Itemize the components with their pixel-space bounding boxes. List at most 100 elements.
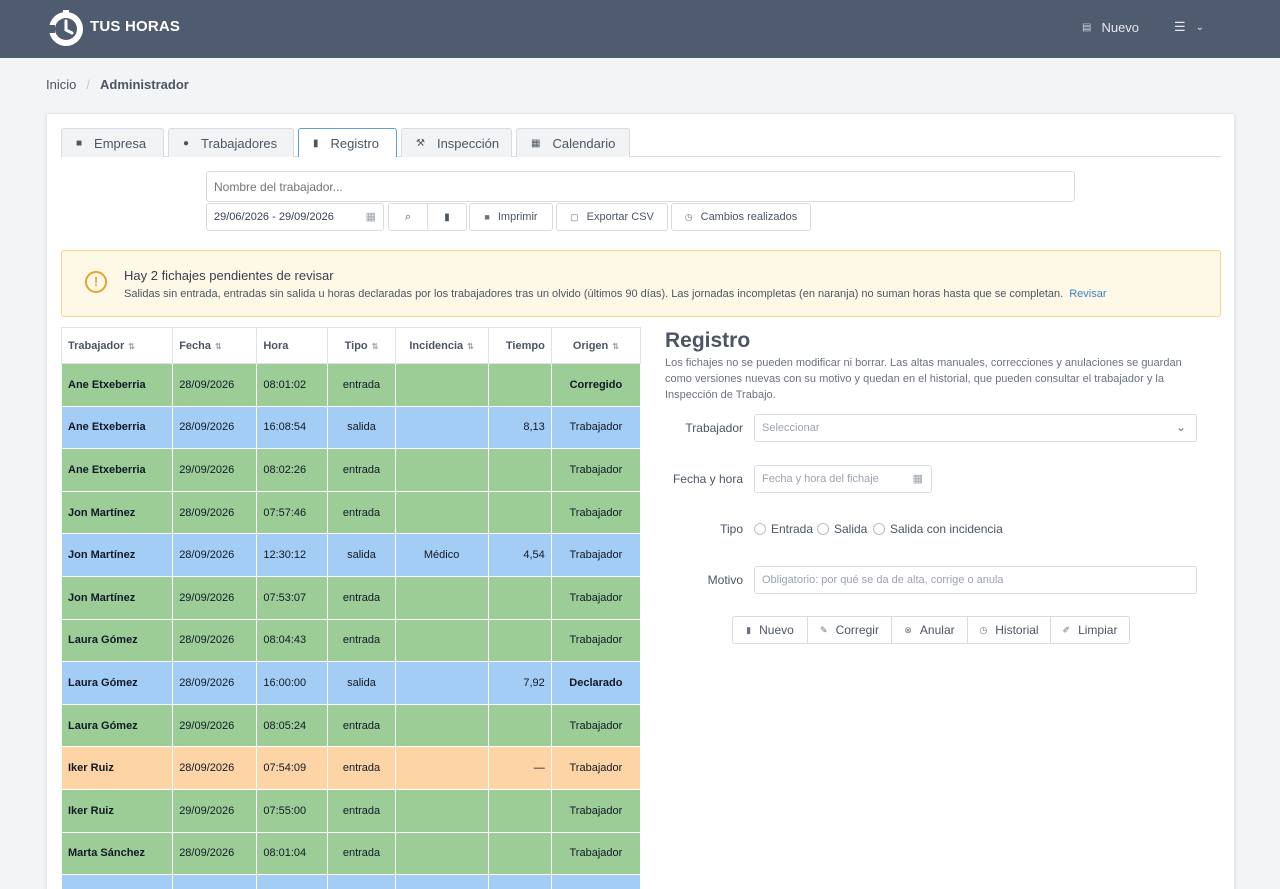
cell-tiempo: 8,13 [487, 405, 552, 450]
main-menu-button[interactable]: ☰ ⌄ [1174, 19, 1204, 35]
col-tipo[interactable]: Tipo ⇅ [327, 327, 396, 364]
cell-incidencia [394, 448, 489, 492]
tab-trabajadores-label: Trabajadores [201, 135, 278, 151]
document-icon: ▮ [746, 624, 752, 635]
cell-fecha: 29/09/2026 [172, 788, 258, 833]
radio-salida[interactable]: Salida [817, 522, 867, 536]
corregir-label: Corregir [835, 623, 879, 637]
cell-incidencia [394, 405, 489, 450]
table-row[interactable]: Laura Gómez 28/09/2026 16:00:00 salida 7,92 D… [60, 661, 642, 705]
cell-tipo: entrada [327, 490, 396, 535]
cell-incidencia [394, 746, 489, 790]
col-fecha[interactable]: Fecha ⇅ [172, 327, 258, 364]
table-row[interactable] [60, 874, 642, 889]
trabajador-placeholder: Seleccionar [762, 422, 820, 434]
hamburger-icon: ☰ [1174, 19, 1186, 34]
cell-incidencia [394, 788, 489, 833]
cell-fecha: 29/09/2026 [172, 703, 258, 748]
table-row[interactable]: Ane Etxeberria 29/09/2026 08:02:26 entrada T… [60, 448, 642, 492]
cell-trabajador [60, 874, 174, 889]
table-row[interactable]: Ane Etxeberria 28/09/2026 08:01:02 entrada C… [60, 363, 642, 407]
tab-calendario[interactable]: ▦ Calendario [516, 128, 630, 157]
radio-circle [817, 523, 829, 535]
changes-button[interactable]: ◷ Cambios realizados [671, 203, 811, 231]
cell-fecha: 28/09/2026 [172, 831, 258, 876]
worker-search-input[interactable] [206, 171, 1075, 202]
tab-empresa[interactable]: ■ Empresa [61, 128, 164, 157]
nuevo-top-button[interactable]: ▤ Nuevo [1082, 20, 1139, 35]
table-row[interactable]: Laura Gómez 28/09/2026 08:04:43 entrada Trab… [60, 618, 642, 663]
tab-inspeccion[interactable]: ⚒ Inspección [401, 128, 512, 157]
registro-description: Los fichajes no se pueden modificar ni b… [665, 357, 1182, 401]
table-row[interactable]: Jon Martínez 29/09/2026 07:53:07 entrada Tra… [60, 575, 642, 620]
nuevo-button[interactable]: ▮ Nuevo [732, 616, 808, 644]
table-row[interactable]: Ane Etxeberria 28/09/2026 16:08:54 salida 8,… [60, 405, 642, 450]
cell-origen: Trabajador [550, 405, 642, 450]
corregir-button[interactable]: ✎ Corregir [807, 616, 892, 644]
cell-tipo: salida [327, 405, 396, 450]
cell-incidencia: Médico [394, 533, 489, 577]
cell-fecha: 28/09/2026 [172, 490, 258, 535]
cell-incidencia [394, 575, 489, 620]
limpiar-button[interactable]: ✐ Limpiar [1050, 616, 1130, 644]
radio-entrada[interactable]: Entrada [754, 522, 813, 536]
cell-hora: 07:57:46 [256, 490, 329, 535]
table-row[interactable]: Laura Gómez 29/09/2026 08:05:24 entrada Trab… [60, 703, 642, 748]
anular-button[interactable]: ⊗ Anular [891, 616, 968, 644]
cell-trabajador: Ane Etxeberria [60, 448, 174, 492]
date-range-input[interactable]: 29/06/2026 - 29/09/2026 ▦ [206, 203, 384, 231]
table-row[interactable]: Iker Ruiz 28/09/2026 07:54:09 entrada — Traba… [60, 746, 642, 790]
tipo-label: Tipo [720, 522, 743, 536]
cell-trabajador: Laura Gómez [60, 661, 174, 705]
cell-trabajador: Laura Gómez [60, 703, 174, 748]
cell-tipo: entrada [327, 448, 396, 492]
col-origen[interactable]: Origen ⇅ [550, 327, 642, 364]
users-icon: ● [183, 137, 190, 149]
breadcrumb-separator: / [86, 77, 90, 92]
cell-tiempo: 7,92 [487, 661, 552, 705]
document-icon: ▤ [1082, 22, 1092, 33]
cell-tipo: salida [327, 533, 396, 577]
anular-label: Anular [919, 623, 955, 637]
export-csv-button[interactable]: ▢ Exportar CSV [556, 203, 668, 231]
radio-circle [873, 523, 885, 535]
table-row[interactable]: Jon Martínez 28/09/2026 07:57:46 entrada Tra… [60, 490, 642, 535]
fecha-label: Fecha y hora [672, 472, 743, 486]
col-incidencia[interactable]: Incidencia ⇅ [394, 327, 489, 364]
historial-button[interactable]: ◷ Historial [967, 616, 1051, 644]
print-button[interactable]: ■ Imprimir [469, 203, 553, 231]
sort-icon: ⇅ [371, 341, 379, 351]
table-row[interactable]: Marta Sánchez 28/09/2026 08:01:04 entrada Tr… [60, 831, 642, 876]
trabajador-select[interactable]: Seleccionar ⌄ [754, 414, 1197, 442]
logo-icon [49, 10, 83, 46]
motivo-input[interactable]: Obligatorio: por qué se da de alta, corr… [754, 566, 1197, 594]
limpiar-label: Limpiar [1078, 623, 1118, 637]
cell-fecha: 29/09/2026 [172, 448, 258, 492]
cell-tiempo [487, 363, 552, 407]
cell-trabajador: Ane Etxeberria [60, 363, 174, 407]
review-link[interactable]: Revisar [1069, 288, 1107, 300]
cell-trabajador: Marta Sánchez [60, 831, 174, 876]
radio-salida-incidencia-label: Salida con incidencia [890, 522, 1003, 536]
cell-incidencia [394, 874, 489, 889]
radio-salida-label: Salida [834, 522, 868, 536]
table-row[interactable]: Iker Ruiz 29/09/2026 07:55:00 entrada Trabaj… [60, 788, 642, 833]
col-trabajador[interactable]: Trabajador ⇅ [60, 327, 174, 364]
trash-icon: ▮ [444, 211, 450, 223]
fecha-hora-input[interactable]: Fecha y hora del fichaje ▦ [754, 465, 932, 493]
tab-trabajadores[interactable]: ● Trabajadores [168, 128, 294, 157]
cell-origen: Trabajador [550, 831, 642, 876]
cell-fecha [172, 874, 258, 889]
records-table: Trabajador ⇅ Fecha ⇅ Hora Tipo ⇅ Incidencia… [60, 327, 642, 889]
breadcrumb-home[interactable]: Inicio [46, 77, 77, 92]
cell-hora: 08:02:26 [256, 448, 329, 492]
trabajador-label: Trabajador [685, 421, 743, 435]
tab-registro[interactable]: ▮ Registro [298, 128, 397, 157]
print-label: Imprimir [497, 211, 538, 223]
alert-description: Salidas sin entrada, entradas sin salida… [124, 288, 1064, 300]
table-row[interactable]: Jon Martínez 28/09/2026 12:30:12 salida Médi… [60, 533, 642, 577]
radio-salida-incidencia[interactable]: Salida con incidencia [873, 522, 1003, 536]
cell-hora: 07:53:07 [256, 575, 329, 620]
clear-filter-button[interactable]: ▮ [427, 203, 467, 231]
search-button[interactable]: ⌕ [388, 203, 428, 231]
